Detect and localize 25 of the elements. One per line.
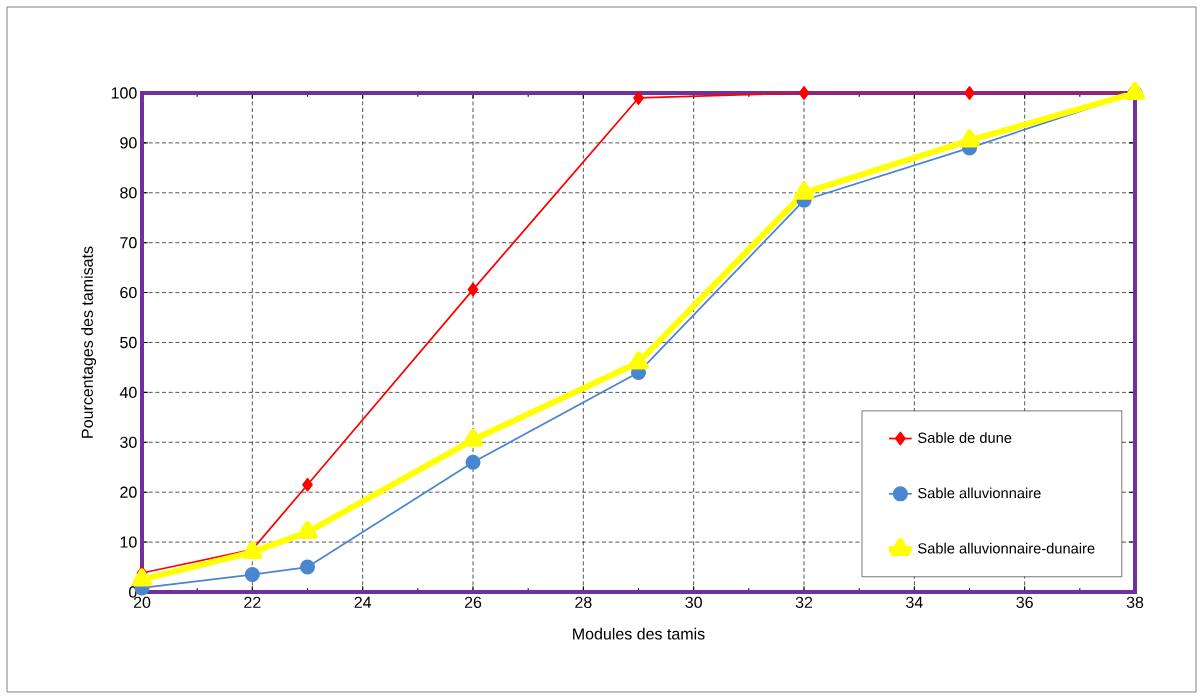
y-tick-label: 20 [120, 486, 137, 498]
y-tick-label: 60 [120, 286, 137, 299]
x-tick-label: 20 [133, 596, 151, 609]
x-tick-label: 32 [795, 596, 813, 609]
y-tick-label: 90 [120, 137, 137, 149]
y-axis-title: Pourcentages des tamisats [81, 246, 97, 438]
x-tick-label: 24 [354, 596, 372, 608]
y-tick-label: 100 [111, 87, 137, 99]
y-tick-label: 70 [120, 237, 137, 249]
y-tick-label: 50 [120, 336, 137, 349]
legend-label: Sable de dune [918, 432, 1012, 443]
y-tick-label: 10 [120, 536, 137, 548]
x-tick-label: 22 [244, 596, 261, 608]
legend-label: Sable alluvionnaire [918, 487, 1041, 499]
x-tick-label: 28 [575, 596, 592, 609]
y-tick-label: 40 [119, 386, 137, 399]
legend-label: Sable alluvionnaire-dunaire [918, 542, 1095, 554]
y-tick-label: 80 [120, 187, 137, 199]
x-tick-label: 36 [1016, 596, 1033, 609]
x-axis-title: Modules des tamis [573, 627, 705, 640]
x-tick-label: 30 [685, 596, 702, 609]
x-tick-label: 26 [464, 596, 482, 609]
y-tick-label: 30 [120, 436, 137, 448]
x-tick-label: 34 [906, 596, 923, 609]
x-tick-label: 38 [1126, 596, 1144, 609]
